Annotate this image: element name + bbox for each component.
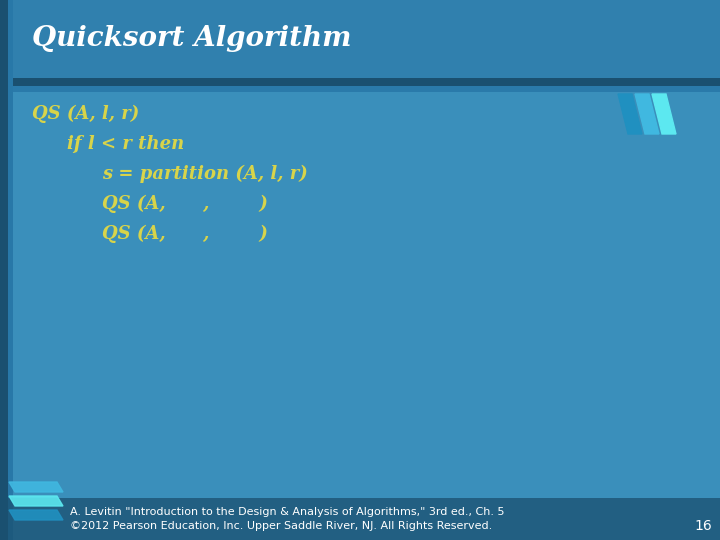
Bar xyxy=(0,0,720,78)
Bar xyxy=(0,78,720,86)
Bar xyxy=(8,0,13,540)
Text: s = partition (A, l, r): s = partition (A, l, r) xyxy=(102,165,307,183)
Text: QS (A,      ,        ): QS (A, , ) xyxy=(102,225,268,243)
Polygon shape xyxy=(618,94,642,134)
Text: A. Levitin "Introduction to the Design & Analysis of Algorithms," 3rd ed., Ch. 5: A. Levitin "Introduction to the Design &… xyxy=(70,507,505,517)
Polygon shape xyxy=(635,94,659,134)
Text: QS (A,      ,        ): QS (A, , ) xyxy=(102,195,268,213)
Polygon shape xyxy=(9,510,63,520)
Bar xyxy=(0,0,8,540)
Polygon shape xyxy=(652,94,676,134)
Bar xyxy=(0,498,720,540)
Bar xyxy=(0,86,720,92)
Text: Quicksort Algorithm: Quicksort Algorithm xyxy=(32,25,351,52)
Text: 16: 16 xyxy=(694,519,712,533)
Polygon shape xyxy=(9,496,63,506)
Polygon shape xyxy=(9,482,63,492)
Text: if l < r then: if l < r then xyxy=(67,135,184,153)
Text: QS (A, l, r): QS (A, l, r) xyxy=(32,105,139,123)
Text: ©2012 Pearson Education, Inc. Upper Saddle River, NJ. All Rights Reserved.: ©2012 Pearson Education, Inc. Upper Sadd… xyxy=(70,521,492,531)
